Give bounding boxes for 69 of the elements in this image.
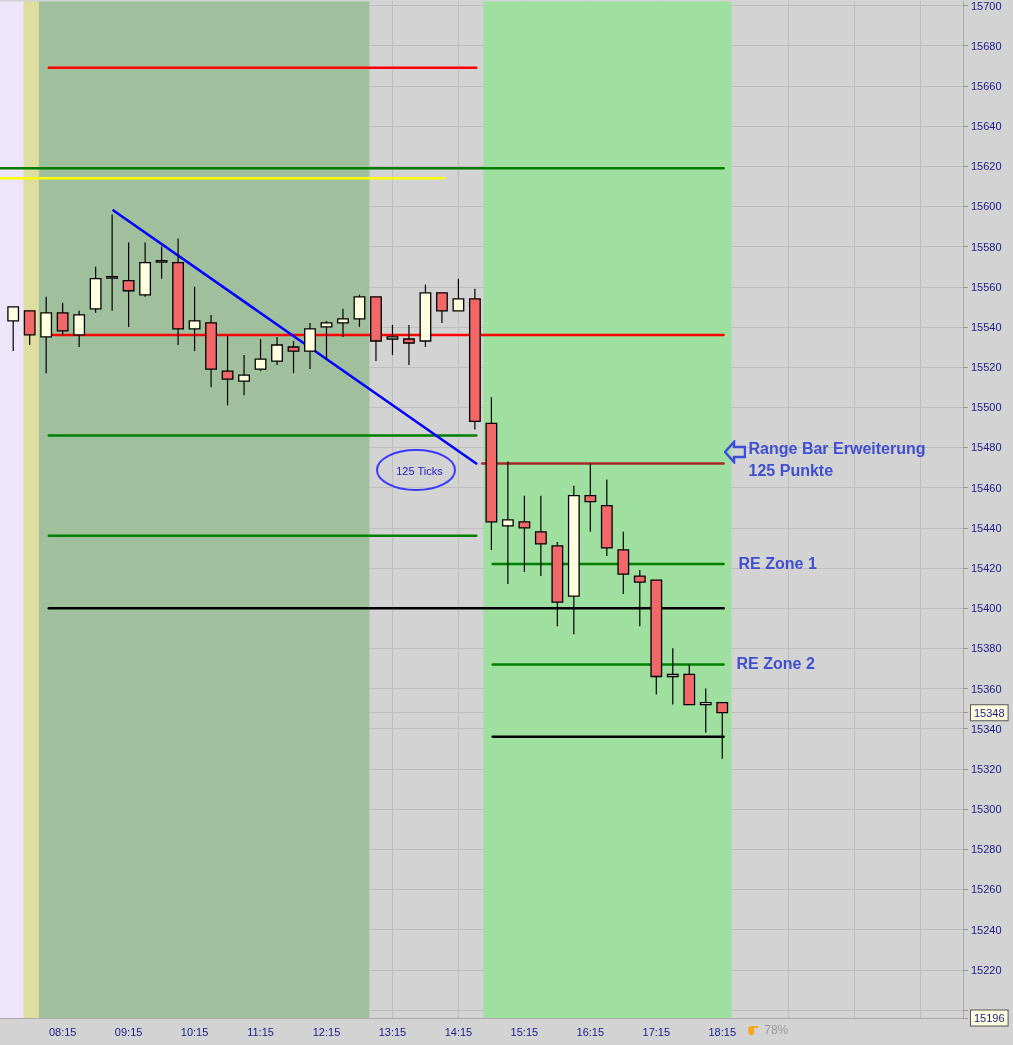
y-tick-label: 15680 [971, 39, 1002, 52]
y-tick-label: 15196 [974, 1012, 1005, 1024]
x-tick-label: 18:15 [708, 1025, 737, 1038]
x-tick-label: 16:15 [576, 1025, 605, 1038]
x-tick-label: 14:15 [444, 1025, 473, 1038]
candlestick [7, 306, 20, 352]
y-tick-label: 15640 [971, 120, 1002, 133]
candlestick [534, 495, 547, 577]
candlestick [254, 338, 267, 372]
y-tick-label: 15320 [971, 762, 1002, 775]
y-tick-label: 15540 [971, 320, 1002, 333]
y-tick-label: 15620 [971, 160, 1002, 173]
candlestick [106, 213, 119, 312]
y-tick-label: 15260 [971, 883, 1002, 896]
candlestick [501, 460, 514, 585]
candlestick [386, 324, 399, 356]
candlestick [287, 340, 300, 374]
y-tick-label: 15580 [971, 240, 1002, 253]
y-tick-label: 15420 [971, 562, 1002, 574]
annotation: Range Bar Erweiterung 125 Punkte [748, 438, 926, 481]
candlestick [337, 308, 349, 338]
candlestick [452, 278, 465, 312]
x-tick-label: 10:15 [180, 1025, 209, 1038]
candlestick [403, 324, 415, 366]
x-tick-label: 17:15 [642, 1025, 671, 1038]
x-tick-label: 09:15 [114, 1025, 143, 1038]
candlestick [436, 292, 448, 324]
y-tick-label: 15348 [974, 706, 1005, 719]
y-tick-label: 15600 [971, 200, 1002, 213]
candlestick [271, 336, 283, 366]
candlestick [238, 354, 250, 396]
candlestick [73, 310, 86, 348]
candlestick [518, 495, 531, 573]
x-tick-label: 13:15 [378, 1025, 407, 1038]
candlestick [56, 302, 69, 336]
x-tick-label: 11:15 [247, 1025, 274, 1038]
annotation: 125 Ticks [396, 463, 443, 479]
y-tick-label: 15520 [971, 361, 1002, 374]
y-tick-label: 15460 [971, 481, 1002, 494]
candlestick [122, 241, 135, 328]
candlestick [353, 294, 366, 328]
candlestick [221, 334, 234, 406]
y-tick-label: 15560 [971, 280, 1002, 293]
annotation: RE Zone 1 [738, 553, 817, 574]
y-tick-label: 15660 [971, 79, 1002, 92]
candlestick [699, 687, 712, 734]
y-tick-label: 15480 [971, 441, 1002, 454]
candlestick [320, 320, 333, 360]
y-tick-label: 15240 [971, 923, 1002, 936]
x-tick-label: 12:15 [312, 1025, 341, 1038]
candlestick [155, 245, 168, 280]
y-tick-label: 15340 [971, 722, 1002, 735]
candlestick [188, 286, 201, 352]
candlestick [304, 322, 316, 370]
y-tick-label: 15700 [971, 0, 1002, 12]
y-tick-label: 15360 [971, 682, 1002, 695]
y-tick-label: 15220 [971, 963, 1002, 976]
y-tick-label: 15500 [971, 401, 1002, 414]
annotation: RE Zone 2 [736, 654, 815, 675]
candlestick [584, 462, 597, 533]
y-tick-label: 15280 [971, 843, 1002, 856]
y-tick-label: 15400 [971, 602, 1002, 615]
y-tick-label: 15440 [971, 521, 1002, 534]
y-tick-label: 15300 [971, 803, 1002, 816]
x-tick-label: 15:15 [510, 1025, 539, 1038]
text: 78% [764, 1023, 789, 1037]
candlestick [666, 647, 679, 706]
y-tick-label: 15380 [971, 642, 1002, 655]
x-tick-label: 08:15 [48, 1025, 77, 1038]
